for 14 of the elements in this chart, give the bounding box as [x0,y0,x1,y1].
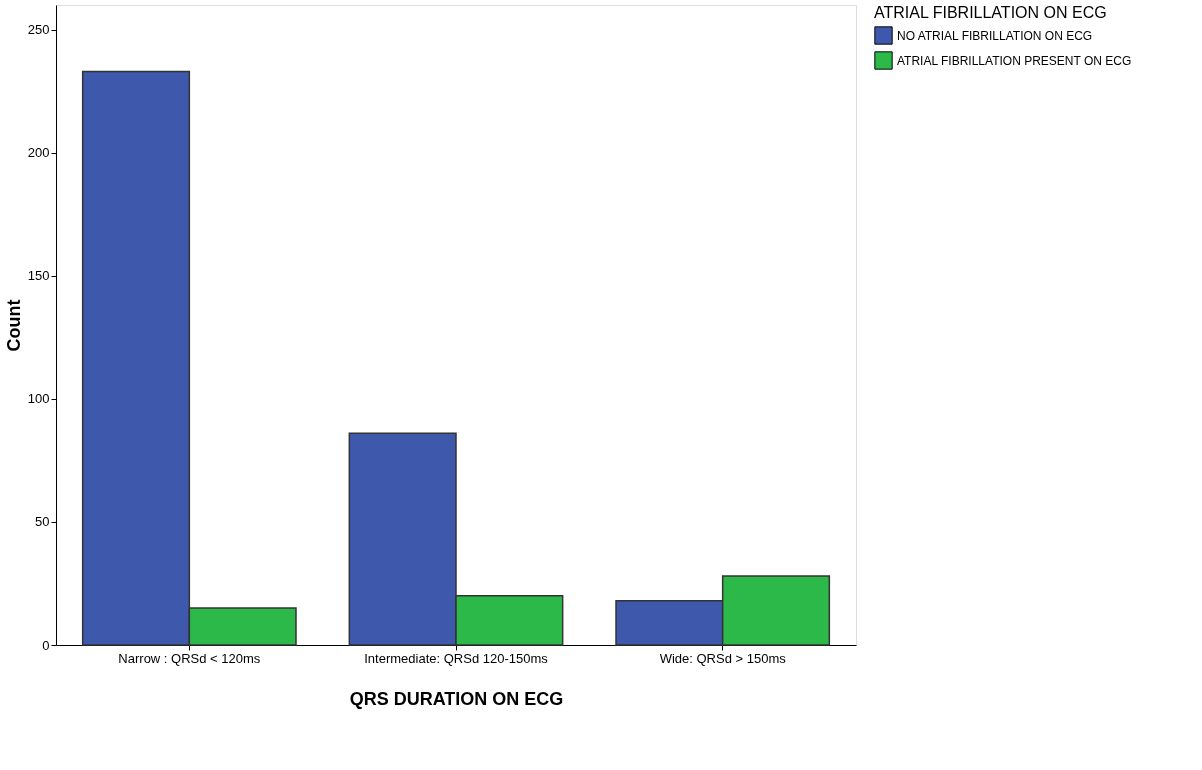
legend-title: ATRIAL FIBRILLATION ON ECG [874,4,1107,21]
y-tick-label: 150 [27,268,50,284]
x-tick-label: Intermediate: QRSd 120-150ms [364,650,549,666]
y-tick-label: 200 [27,145,50,161]
legend-label: NO ATRIAL FIBRILLATION ON ECG [897,28,1093,43]
x-axis-title: QRS DURATION ON ECG [349,688,564,709]
y-tick-label: 250 [27,22,50,38]
legend-label: ATRIAL FIBRILLATION PRESENT ON ECG [897,53,1132,68]
x-tick-label: Wide: QRSd > 150ms [659,650,787,666]
y-tick-label: 0 [42,637,50,653]
y-axis-title: Count [3,299,24,352]
x-tick-label: Narrow : QRSd < 120ms [118,650,261,666]
y-tick-label: 50 [35,514,50,530]
y-tick-label: 100 [27,391,50,407]
